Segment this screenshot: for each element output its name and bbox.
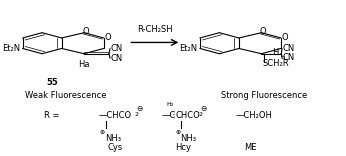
Text: CN: CN	[282, 53, 294, 62]
Text: CHCO: CHCO	[175, 111, 200, 120]
Text: ⊕: ⊕	[100, 130, 105, 135]
Text: 55: 55	[46, 78, 58, 87]
Text: ⊕: ⊕	[175, 130, 181, 135]
Text: H: H	[272, 49, 278, 57]
Text: Strong Fluorescence: Strong Fluorescence	[221, 91, 307, 100]
Text: O: O	[282, 33, 288, 42]
Text: H₂: H₂	[166, 102, 174, 107]
Text: Ha: Ha	[78, 60, 89, 69]
Text: ME: ME	[245, 143, 257, 152]
Text: —CHCO: —CHCO	[99, 111, 131, 120]
Text: b: b	[280, 55, 284, 60]
Text: ⊖: ⊖	[137, 104, 143, 113]
Text: NH₃: NH₃	[105, 134, 121, 143]
Text: R-CH₂SH: R-CH₂SH	[137, 25, 173, 34]
Text: Hcy: Hcy	[175, 143, 191, 152]
Text: —CH₂OH: —CH₂OH	[236, 111, 273, 120]
Text: Et₂N: Et₂N	[2, 44, 20, 53]
Text: —C: —C	[162, 111, 176, 120]
Text: Weak Fluorescence: Weak Fluorescence	[25, 91, 106, 100]
Text: 2: 2	[135, 112, 139, 117]
Text: NH₃: NH₃	[180, 134, 196, 143]
Text: ·: ·	[171, 110, 175, 120]
Text: Cys: Cys	[107, 143, 122, 152]
Text: Et₂N: Et₂N	[179, 44, 197, 53]
Text: CN: CN	[110, 54, 122, 63]
Text: R =: R =	[44, 111, 60, 120]
Text: O: O	[260, 27, 266, 36]
Text: CN: CN	[282, 44, 294, 53]
Text: ⊖: ⊖	[201, 104, 207, 113]
Text: CN: CN	[110, 44, 122, 53]
Text: SCH₂R: SCH₂R	[262, 59, 289, 68]
Text: 2: 2	[199, 112, 203, 117]
Text: O: O	[82, 27, 89, 36]
Text: O: O	[104, 33, 111, 42]
